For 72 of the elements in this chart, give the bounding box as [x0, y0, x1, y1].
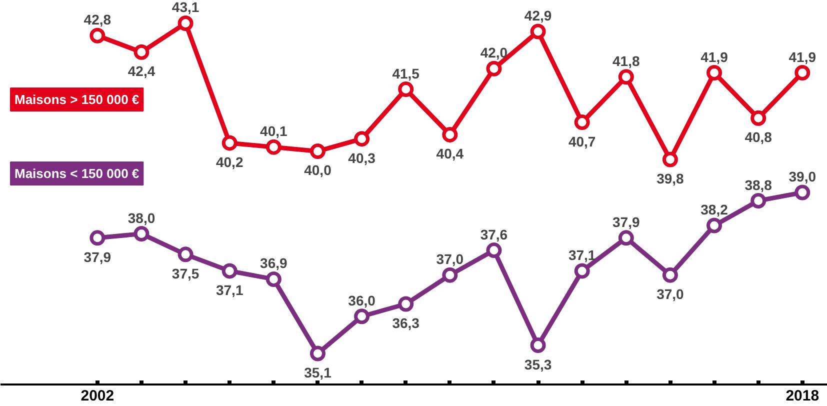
text: Maisons < 150 000 € — [14, 166, 140, 181]
point — [706, 218, 722, 234]
data-label: 38,0 — [128, 210, 156, 226]
data-label: 41,8 — [612, 52, 640, 69]
data-label: 43,1 — [172, 0, 200, 16]
data-label: 42,0 — [480, 44, 508, 61]
data-label: 35,1 — [304, 364, 332, 381]
point — [266, 139, 282, 155]
data-label: 37,9 — [84, 248, 112, 265]
point — [178, 15, 194, 31]
data-label: 42,8 — [84, 12, 112, 28]
point — [310, 346, 326, 362]
data-label: 36,9 — [260, 255, 288, 272]
point — [574, 114, 590, 130]
point — [662, 267, 678, 283]
x-tick-label: 2018 — [786, 388, 820, 404]
data-label: 37,0 — [656, 286, 684, 302]
data-label: 42,9 — [524, 7, 552, 24]
point — [442, 126, 458, 142]
text: Maisons > 150 000 € — [14, 92, 140, 107]
point — [486, 60, 502, 76]
point — [222, 135, 238, 151]
point — [90, 28, 106, 44]
point — [530, 24, 546, 40]
data-label: 41,9 — [700, 48, 728, 65]
point — [222, 263, 238, 279]
data-label: 40,3 — [348, 150, 376, 166]
data-label: 42,4 — [128, 63, 156, 80]
point — [706, 65, 722, 80]
point — [794, 184, 810, 200]
data-label: 41,5 — [392, 65, 420, 82]
data-label: 39,8 — [656, 170, 684, 186]
point — [794, 65, 810, 80]
data-label: 37,0 — [436, 251, 464, 268]
point — [354, 308, 370, 324]
data-label: 36,3 — [392, 314, 420, 331]
data-label: 38,2 — [700, 202, 728, 218]
point — [618, 230, 634, 246]
data-label: 40,0 — [304, 162, 332, 178]
data-label: 37,1 — [216, 282, 244, 298]
point — [266, 271, 282, 287]
point — [310, 143, 326, 159]
data-label: 40,1 — [260, 123, 288, 140]
data-label: 37,9 — [612, 214, 640, 230]
point — [530, 338, 546, 354]
x-tick-label: 2002 — [80, 388, 114, 404]
point — [750, 193, 766, 208]
point — [442, 267, 458, 283]
data-label: 39,0 — [788, 168, 816, 184]
data-label: 40,8 — [744, 129, 772, 146]
point — [618, 69, 634, 85]
data-label: 36,0 — [348, 292, 376, 308]
data-label: 37,1 — [568, 246, 596, 263]
point — [574, 263, 590, 279]
point — [178, 246, 194, 262]
data-label: 40,7 — [568, 133, 596, 150]
data-label: 40,2 — [216, 154, 244, 170]
data-label: 40,4 — [436, 146, 464, 162]
data-label: 37,6 — [480, 226, 508, 242]
data-label: 37,5 — [172, 265, 200, 282]
point — [398, 296, 414, 312]
point — [662, 152, 678, 168]
point — [134, 226, 150, 242]
data-label: 35,3 — [524, 356, 552, 372]
point — [398, 82, 414, 98]
point — [486, 242, 502, 258]
point — [90, 230, 106, 246]
point — [134, 44, 150, 60]
data-label: 38,8 — [744, 176, 772, 193]
data-label: 41,9 — [788, 48, 816, 65]
point — [354, 131, 370, 147]
point — [750, 110, 766, 126]
